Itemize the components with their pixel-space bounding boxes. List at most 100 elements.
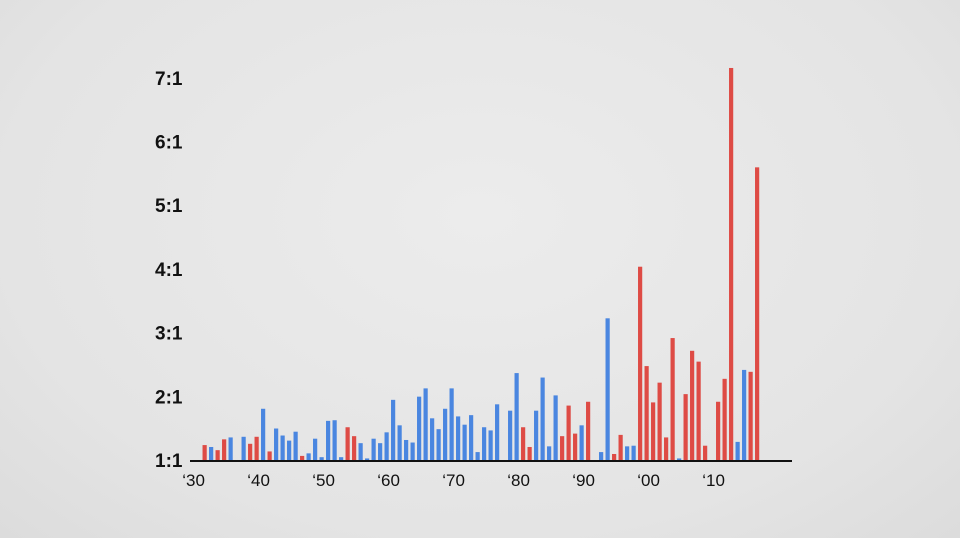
y-tick-label: 4:1 [155, 260, 183, 281]
x-tick-label: ‘80 [507, 471, 530, 490]
bar-1956 [358, 443, 363, 461]
bar-1984 [540, 377, 545, 461]
bar-1977 [495, 404, 500, 461]
bar-1933 [209, 446, 214, 461]
bar-1996 [618, 434, 623, 461]
bar-1957 [365, 458, 370, 461]
bar-2013 [729, 67, 734, 461]
bar-1943 [274, 428, 279, 461]
bar-1934 [215, 450, 220, 461]
bar-1987 [560, 436, 565, 461]
bar-1948 [306, 453, 311, 461]
bar-1940 [254, 436, 259, 461]
y-tick-label: 6:1 [155, 133, 183, 154]
x-tick-label: ‘60 [377, 471, 400, 490]
bar-1955 [352, 436, 357, 461]
bar-2000 [644, 366, 649, 461]
bar-1960 [384, 432, 389, 461]
x-tick-label: ‘70 [442, 471, 465, 490]
bar-1991 [586, 401, 591, 461]
bar-1946 [293, 431, 298, 461]
y-tick-label: 5:1 [155, 196, 183, 217]
bar-1973 [469, 415, 474, 461]
bar-1950 [319, 457, 324, 461]
bar-1938 [241, 436, 246, 461]
bar-2011 [716, 401, 721, 461]
bar-1944 [280, 435, 285, 461]
bar-1951 [326, 420, 331, 461]
bar-1961 [391, 399, 396, 461]
x-axis-tick-labels: ‘30 ‘40 ‘50 ‘60 ‘70 ‘80 ‘90 ‘00 ‘10 [182, 471, 725, 490]
bar-2005 [677, 458, 682, 461]
bar-2003 [664, 437, 669, 461]
bar-1954 [345, 427, 350, 461]
bar-1963 [404, 439, 409, 461]
bar-1971 [456, 416, 461, 461]
bar-1939 [248, 443, 253, 461]
bar-1958 [371, 438, 376, 461]
bar-2017 [755, 167, 760, 461]
bar-2016 [748, 371, 753, 461]
bar-1964 [410, 442, 415, 461]
bar-1975 [482, 427, 487, 461]
bar-1969 [443, 408, 448, 461]
bar-1976 [488, 430, 493, 461]
bar-1986 [553, 395, 558, 461]
bar-1970 [449, 388, 454, 461]
bar-1993 [599, 452, 604, 461]
bar-2008 [696, 361, 701, 461]
x-tick-label: ‘90 [572, 471, 595, 490]
y-tick-label: 1:1 [155, 451, 183, 472]
bar-2006 [683, 394, 688, 461]
bar-1949 [313, 438, 318, 461]
bar-1997 [625, 446, 630, 461]
bar-1945 [287, 440, 292, 461]
bar-2002 [657, 382, 662, 461]
bar-1998 [631, 445, 636, 461]
bar-1953 [339, 457, 344, 461]
bar-2007 [690, 350, 695, 461]
bar-1941 [261, 408, 266, 461]
bar-1947 [300, 455, 305, 461]
bar-1932 [202, 445, 207, 461]
x-tick-label: ‘10 [702, 471, 725, 490]
bar-1985 [547, 446, 552, 461]
bar-1983 [534, 410, 539, 461]
bar-1994 [605, 318, 610, 461]
bar-1989 [573, 433, 578, 461]
y-axis-tick-labels: 1:1 2:1 3:1 4:1 5:1 6:1 7:1 [155, 69, 183, 472]
x-tick-label: ‘00 [637, 471, 660, 490]
y-tick-label: 7:1 [155, 69, 183, 90]
bar-1972 [462, 424, 467, 461]
bar-2012 [722, 378, 727, 461]
x-tick-label: ‘40 [247, 471, 270, 490]
bar-2014 [735, 441, 740, 461]
bar-series [202, 67, 760, 461]
bar-1980 [514, 373, 519, 461]
bar-1935 [222, 439, 227, 461]
x-tick-label: ‘30 [182, 471, 205, 490]
y-tick-label: 2:1 [155, 387, 183, 408]
bar-2009 [703, 445, 708, 461]
bar-1990 [579, 425, 584, 461]
bar-1981 [521, 427, 526, 461]
bar-1974 [475, 452, 480, 461]
bar-1967 [430, 418, 435, 461]
y-tick-label: 3:1 [155, 324, 183, 345]
bar-1988 [566, 405, 571, 461]
bar-2004 [670, 338, 675, 461]
bar-1979 [508, 410, 513, 461]
bar-1966 [423, 388, 428, 461]
bar-1982 [527, 446, 532, 461]
bar-1999 [638, 266, 643, 461]
bar-1952 [332, 420, 337, 461]
bar-2015 [742, 369, 747, 461]
bar-1962 [397, 425, 402, 461]
bar-1968 [436, 429, 441, 461]
bar-1959 [378, 443, 383, 461]
bar-2001 [651, 402, 656, 461]
x-tick-label: ‘50 [312, 471, 335, 490]
bar-1995 [612, 453, 617, 461]
